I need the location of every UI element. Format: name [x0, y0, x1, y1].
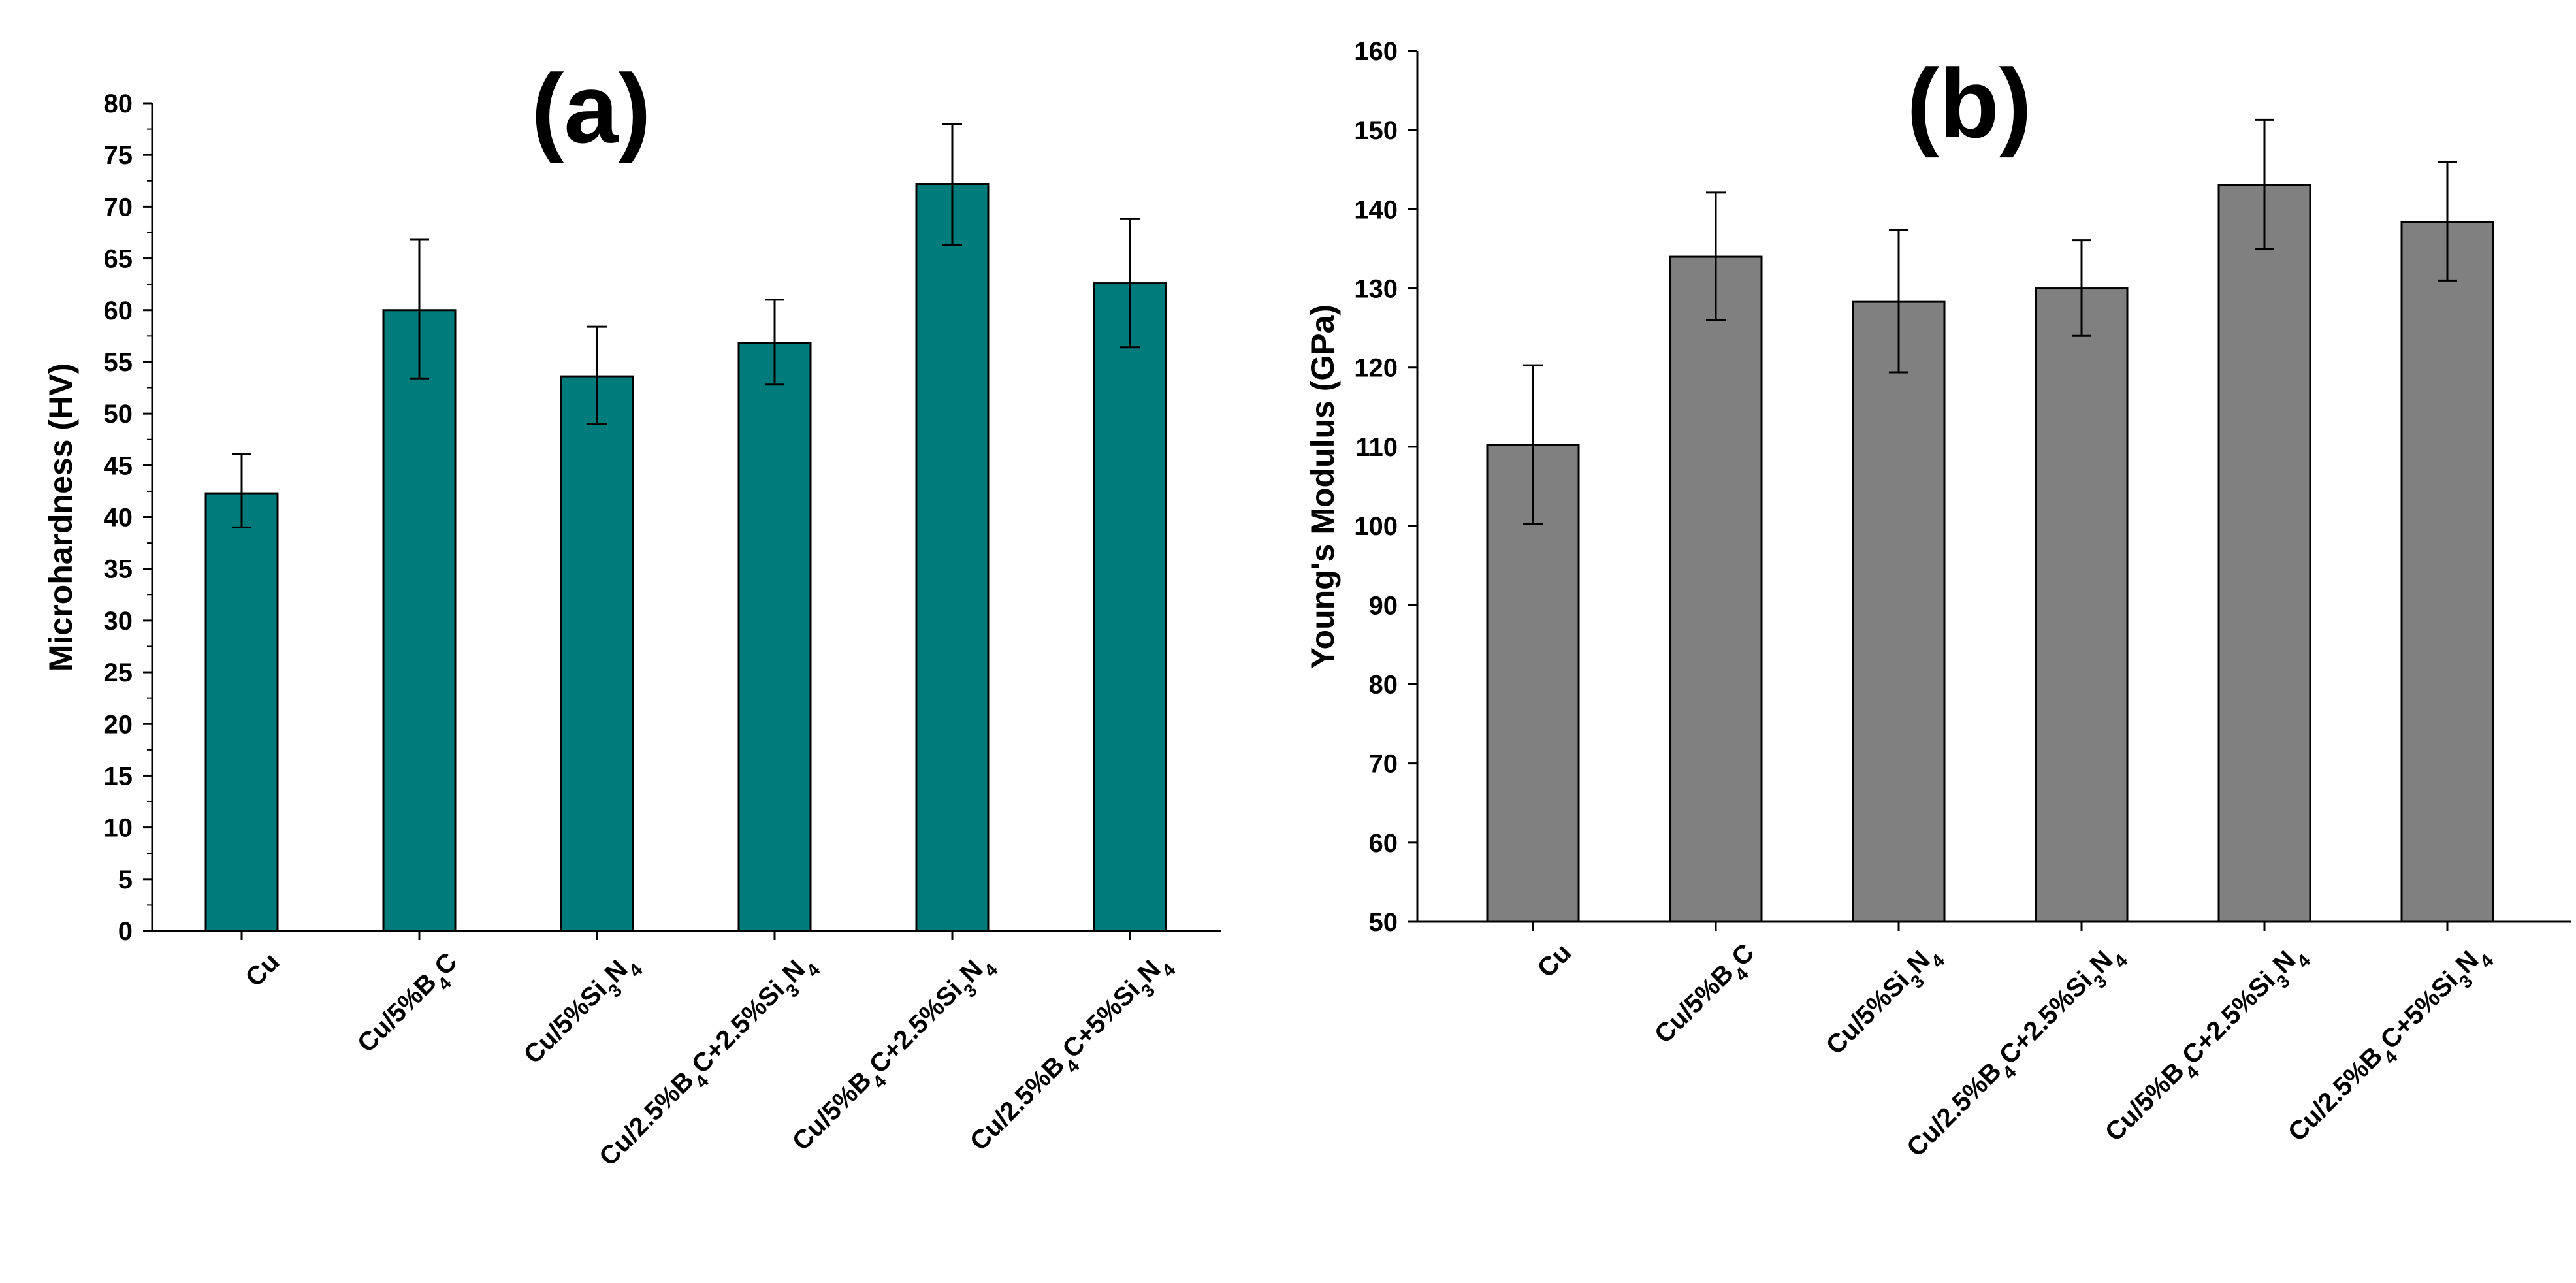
bar-Cu	[204, 492, 279, 932]
y-axis-title: Microhardness (HV)	[42, 363, 79, 672]
bar-Cu/2.5%B4C+2.5%Si3N4	[2035, 287, 2129, 923]
y-tick-label: 35	[104, 555, 133, 584]
y-tick-label: 90	[1369, 591, 1398, 620]
y-tick-label: 120	[1354, 354, 1398, 383]
bar-Cu/5%Si3N4	[560, 375, 634, 932]
y-tick-label: 50	[104, 400, 133, 429]
y-tick-label: 60	[1369, 829, 1398, 858]
y-axis-title: Young's Modulus (GPa)	[1304, 304, 1341, 669]
y-tick-label: 55	[104, 348, 133, 377]
y-tick-label: 50	[1369, 908, 1398, 937]
y-tick-label: 70	[104, 193, 133, 221]
panel-title: (a)	[531, 54, 651, 163]
y-tick-label: 70	[1369, 750, 1398, 779]
y-tick-label: 60	[104, 297, 133, 325]
bar-Cu/2.5%B4C+5%Si3N4	[2400, 221, 2494, 923]
bar-Cu/2.5%B4C+2.5%Si3N4	[737, 342, 812, 932]
y-tick-label: 65	[104, 245, 133, 274]
y-tick-label: 5	[118, 866, 133, 894]
y-tick-label: 20	[104, 710, 133, 739]
y-tick-label: 150	[1354, 116, 1398, 145]
bar-Cu/5%B4C	[382, 309, 457, 932]
bar-Cu/2.5%B4C+5%Si3N4	[1093, 282, 1167, 932]
y-tick-label: 130	[1354, 275, 1398, 304]
y-tick-label: 45	[104, 451, 133, 480]
y-tick-label: 30	[104, 607, 133, 636]
y-tick-label: 10	[104, 814, 133, 843]
y-tick-label: 140	[1354, 195, 1398, 224]
y-tick-label: 75	[104, 141, 133, 170]
bar-Cu/5%B4C	[1669, 255, 1763, 923]
y-tick-label: 25	[104, 658, 133, 687]
bar-Cu/5%Si3N4	[1852, 300, 1946, 923]
panel-title: (b)	[1907, 48, 2032, 158]
y-tick-label: 15	[104, 762, 133, 790]
y-tick-label: 160	[1354, 37, 1398, 66]
y-tick-label: 100	[1354, 512, 1398, 541]
y-tick-label: 0	[118, 917, 133, 946]
y-tick-label: 40	[104, 504, 133, 532]
bar-Cu/5%B4C+2.5%Si3N4	[915, 183, 990, 932]
bar-Cu/5%B4C+2.5%Si3N4	[2217, 184, 2311, 923]
y-tick-label: 110	[1355, 433, 1398, 462]
y-tick-label: 80	[104, 89, 133, 118]
y-tick-label: 80	[1369, 670, 1398, 699]
